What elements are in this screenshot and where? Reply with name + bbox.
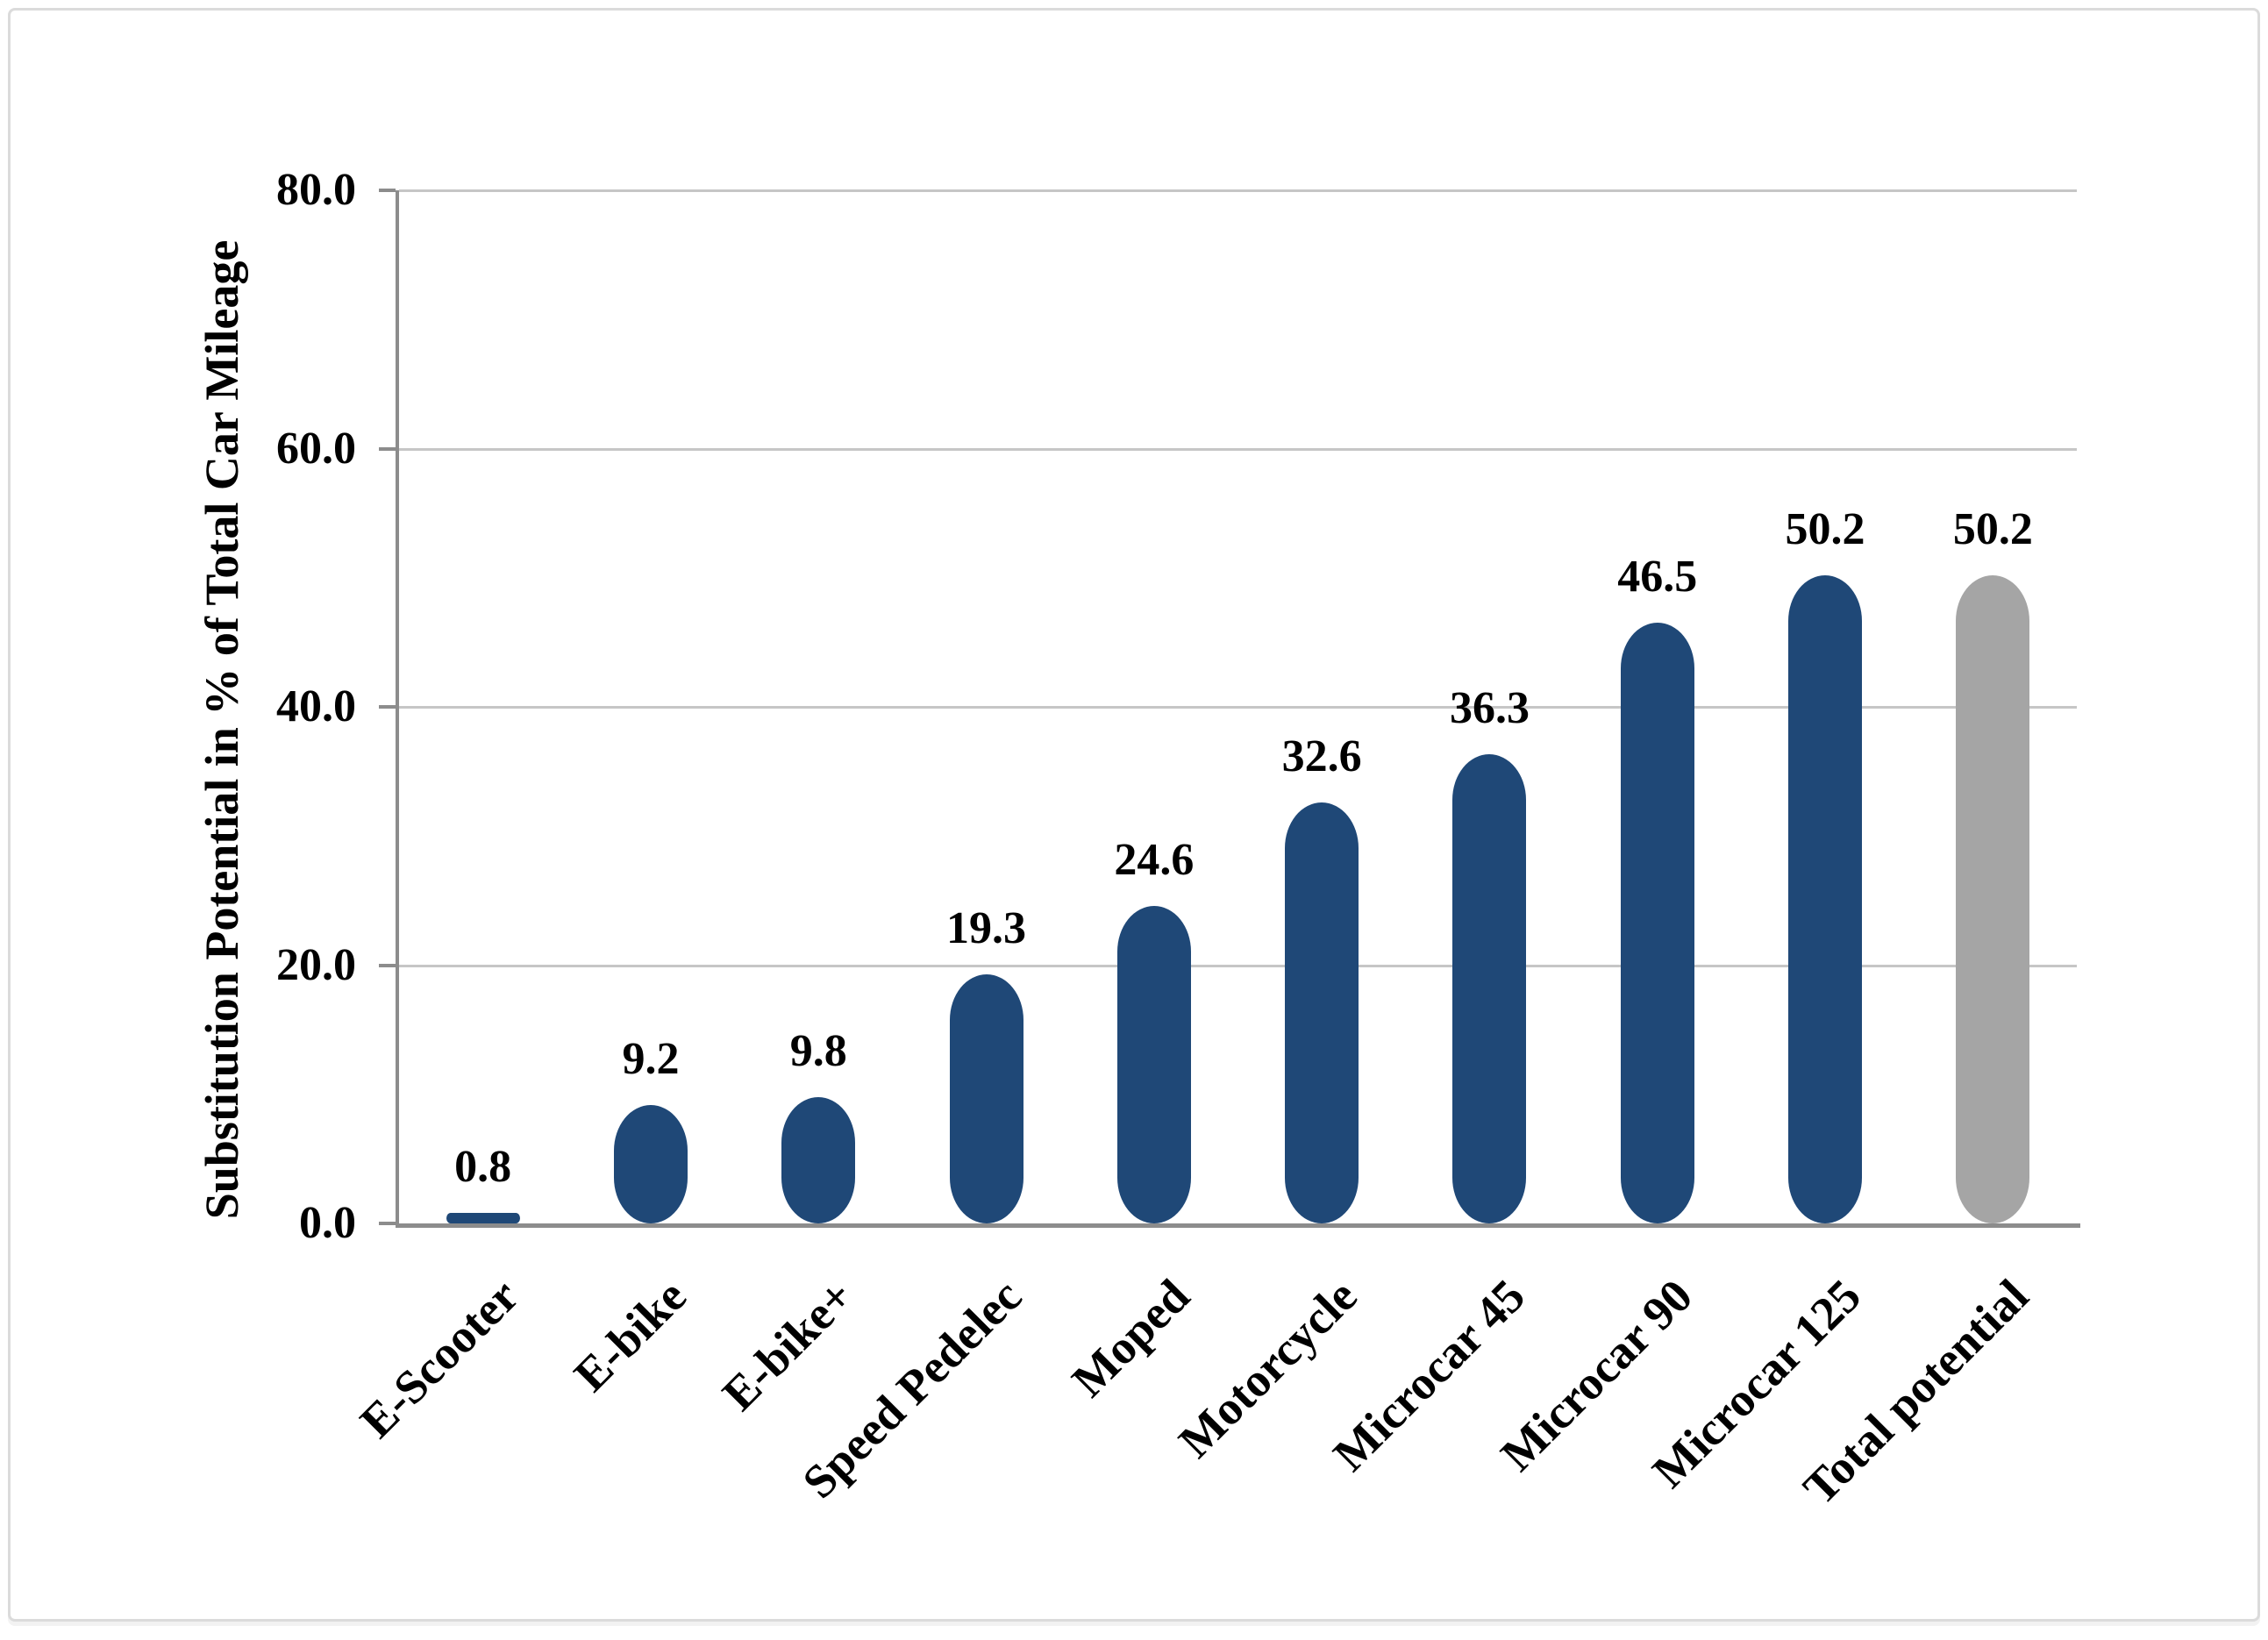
y-tick-mark — [379, 446, 396, 451]
bar-motorcycle — [1285, 802, 1359, 1223]
gridline — [399, 706, 2077, 709]
bar-value-label: 9.8 — [789, 1025, 847, 1076]
bar-microcar-125 — [1788, 574, 1863, 1223]
bar-value-label: 0.8 — [454, 1142, 512, 1193]
bar-value-label: 50.2 — [1785, 503, 1865, 554]
figure-frame — [8, 8, 2260, 1622]
bar-speed-pedelec — [949, 973, 1023, 1223]
gridline — [399, 964, 2077, 967]
category-label: E-bike — [564, 1269, 696, 1401]
bar-moped — [1116, 905, 1191, 1223]
y-tick-mark — [379, 1222, 396, 1225]
gridline — [399, 189, 2077, 192]
category-label: E-bike+ — [712, 1269, 864, 1421]
bar-value-label: 9.2 — [622, 1033, 680, 1084]
y-tick-label: 0.0 — [299, 1198, 356, 1248]
bar-microcar-45 — [1452, 754, 1527, 1223]
y-tick-mark — [379, 705, 396, 709]
category-label: E-Scooter — [349, 1269, 529, 1448]
y-tick-label: 40.0 — [276, 681, 356, 731]
y-tick-mark — [379, 189, 396, 192]
bar-e-scooter — [446, 1213, 520, 1223]
y-axis-title: Substitution Potential in % of Total Car… — [196, 239, 248, 1220]
bar-value-label: 24.6 — [1114, 834, 1195, 885]
bar-value-label: 32.6 — [1281, 731, 1362, 781]
bar-value-label: 46.5 — [1617, 552, 1698, 603]
category-label: Moped — [1061, 1269, 1200, 1408]
bar-value-label: 19.3 — [946, 902, 1027, 953]
y-tick-mark — [379, 963, 396, 967]
y-tick-label: 60.0 — [276, 423, 356, 474]
x-axis-line — [396, 1223, 2080, 1228]
bar-total-potential — [1956, 574, 2030, 1223]
bar-e-bike — [613, 1104, 688, 1223]
gridline — [399, 447, 2077, 451]
y-tick-label: 20.0 — [276, 939, 356, 990]
bar-e-bike- — [781, 1096, 856, 1223]
bar-value-label: 36.3 — [1449, 683, 1530, 734]
bar-microcar-90 — [1620, 623, 1694, 1223]
y-tick-label: 80.0 — [276, 165, 356, 215]
bar-value-label: 50.2 — [1952, 503, 2033, 554]
y-axis-line — [396, 190, 399, 1228]
